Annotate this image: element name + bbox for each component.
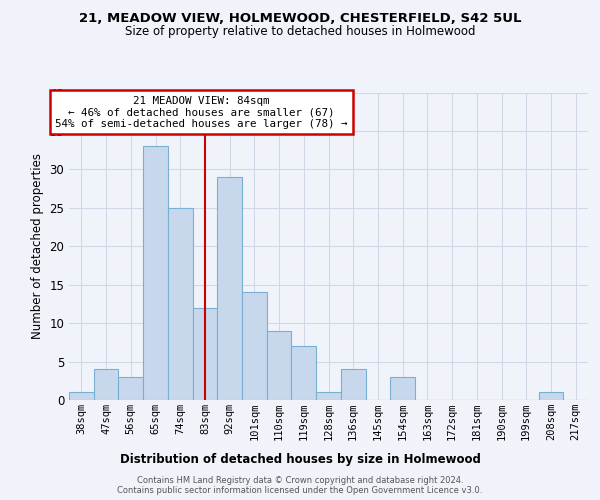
Text: Contains HM Land Registry data © Crown copyright and database right 2024.
Contai: Contains HM Land Registry data © Crown c… bbox=[118, 476, 482, 495]
Bar bbox=[292, 346, 316, 400]
Text: Size of property relative to detached houses in Holmewood: Size of property relative to detached ho… bbox=[125, 25, 475, 38]
Text: 21 MEADOW VIEW: 84sqm
← 46% of detached houses are smaller (67)
54% of semi-deta: 21 MEADOW VIEW: 84sqm ← 46% of detached … bbox=[55, 96, 347, 129]
Bar bbox=[69, 392, 94, 400]
Bar bbox=[143, 146, 168, 400]
Bar bbox=[390, 377, 415, 400]
Y-axis label: Number of detached properties: Number of detached properties bbox=[31, 153, 44, 339]
Bar bbox=[341, 369, 365, 400]
Bar bbox=[217, 177, 242, 400]
Text: Distribution of detached houses by size in Holmewood: Distribution of detached houses by size … bbox=[119, 452, 481, 466]
Bar bbox=[118, 377, 143, 400]
Text: 21, MEADOW VIEW, HOLMEWOOD, CHESTERFIELD, S42 5UL: 21, MEADOW VIEW, HOLMEWOOD, CHESTERFIELD… bbox=[79, 12, 521, 26]
Bar bbox=[539, 392, 563, 400]
Bar bbox=[267, 331, 292, 400]
Bar bbox=[242, 292, 267, 400]
Bar bbox=[316, 392, 341, 400]
Bar bbox=[193, 308, 217, 400]
Bar bbox=[94, 369, 118, 400]
Bar bbox=[168, 208, 193, 400]
